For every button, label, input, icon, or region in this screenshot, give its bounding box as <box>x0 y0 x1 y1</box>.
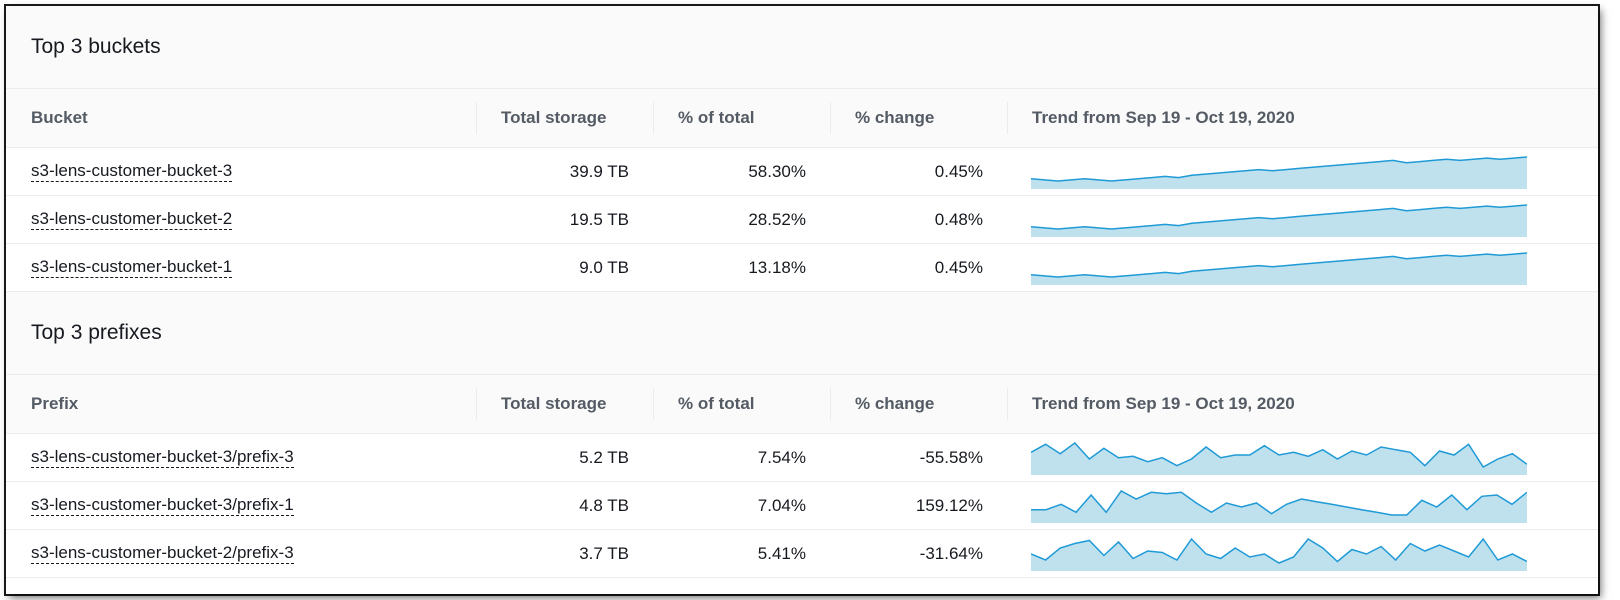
column-header-trend: Trend from Sep 19 - Oct 19, 2020 <box>1007 375 1598 433</box>
section-title-prefixes: Top 3 prefixes <box>6 292 1598 375</box>
table-row: s3-lens-customer-bucket-2 19.5 TB 28.52%… <box>6 196 1598 244</box>
percent-of-total-value: 5.41% <box>757 543 806 563</box>
table-row: s3-lens-customer-bucket-3/prefix-1 4.8 T… <box>6 482 1598 530</box>
bucket-link[interactable]: s3-lens-customer-bucket-2 <box>31 209 233 230</box>
sparkline-area <box>1031 156 1527 189</box>
total-storage-value: 3.7 TB <box>579 543 629 563</box>
column-header-total-storage: Total storage <box>476 89 653 147</box>
sparkline-line <box>1031 441 1527 468</box>
total-storage-value: 5.2 TB <box>579 447 629 467</box>
trend-sparkline <box>1031 441 1527 475</box>
sparkline-line <box>1031 251 1527 278</box>
total-storage-value: 19.5 TB <box>569 209 629 229</box>
percent-of-total-value: 7.04% <box>757 495 806 515</box>
column-header-trend: Trend from Sep 19 - Oct 19, 2020 <box>1007 89 1598 147</box>
total-storage-value: 9.0 TB <box>579 257 629 277</box>
prefix-link[interactable]: s3-lens-customer-bucket-2/prefix-3 <box>31 543 294 564</box>
table-row: s3-lens-customer-bucket-3/prefix-3 5.2 T… <box>6 434 1598 482</box>
sparkline-area <box>1031 204 1527 237</box>
total-storage-value: 4.8 TB <box>579 495 629 515</box>
column-header-percent-change: % change <box>830 375 1007 433</box>
table-row: s3-lens-customer-bucket-2/prefix-3 3.7 T… <box>6 530 1598 578</box>
table-header-buckets: Bucket Total storage % of total % change… <box>6 89 1598 148</box>
percent-change-value: -31.64% <box>919 543 983 563</box>
percent-change-value: 0.45% <box>934 257 983 277</box>
trend-sparkline <box>1031 537 1527 571</box>
percent-of-total-value: 58.30% <box>748 161 806 181</box>
section-title-buckets: Top 3 buckets <box>6 6 1598 89</box>
prefix-link[interactable]: s3-lens-customer-bucket-3/prefix-1 <box>31 495 294 516</box>
column-header-percent-of-total: % of total <box>653 89 830 147</box>
sparkline-area <box>1031 252 1527 285</box>
sparkline-line <box>1031 537 1527 564</box>
prefix-link[interactable]: s3-lens-customer-bucket-3/prefix-3 <box>31 447 294 468</box>
total-storage-value: 39.9 TB <box>569 161 629 181</box>
top-prefixes-section: Top 3 prefixes Prefix Total storage % of… <box>6 292 1598 578</box>
percent-change-value: 0.45% <box>934 161 983 181</box>
percent-of-total-value: 7.54% <box>757 447 806 467</box>
trend-sparkline <box>1031 155 1527 189</box>
percent-change-value: -55.58% <box>919 447 983 467</box>
sparkline-area <box>1031 538 1527 571</box>
top-buckets-section: Top 3 buckets Bucket Total storage % of … <box>6 6 1598 292</box>
table-row: s3-lens-customer-bucket-1 9.0 TB 13.18% … <box>6 244 1598 292</box>
percent-change-value: 159.12% <box>915 495 983 515</box>
table-row: s3-lens-customer-bucket-3 39.9 TB 58.30%… <box>6 148 1598 196</box>
column-header-percent-change: % change <box>830 89 1007 147</box>
bucket-link[interactable]: s3-lens-customer-bucket-3 <box>31 161 233 182</box>
sparkline-line <box>1031 203 1527 230</box>
percent-change-value: 0.48% <box>934 209 983 229</box>
percent-of-total-value: 28.52% <box>748 209 806 229</box>
s3-storage-lens-panel: Top 3 buckets Bucket Total storage % of … <box>6 6 1598 594</box>
sparkline-area <box>1031 442 1527 475</box>
column-header-percent-of-total: % of total <box>653 375 830 433</box>
column-header-bucket: Bucket <box>31 108 88 127</box>
trend-sparkline <box>1031 489 1527 523</box>
sparkline-line <box>1031 155 1527 182</box>
bucket-link[interactable]: s3-lens-customer-bucket-1 <box>31 257 233 278</box>
table-header-prefixes: Prefix Total storage % of total % change… <box>6 375 1598 434</box>
column-header-total-storage: Total storage <box>476 375 653 433</box>
percent-of-total-value: 13.18% <box>748 257 806 277</box>
column-header-prefix: Prefix <box>31 394 79 413</box>
trend-sparkline <box>1031 251 1527 285</box>
trend-sparkline <box>1031 203 1527 237</box>
sparkline-line <box>1031 489 1527 516</box>
